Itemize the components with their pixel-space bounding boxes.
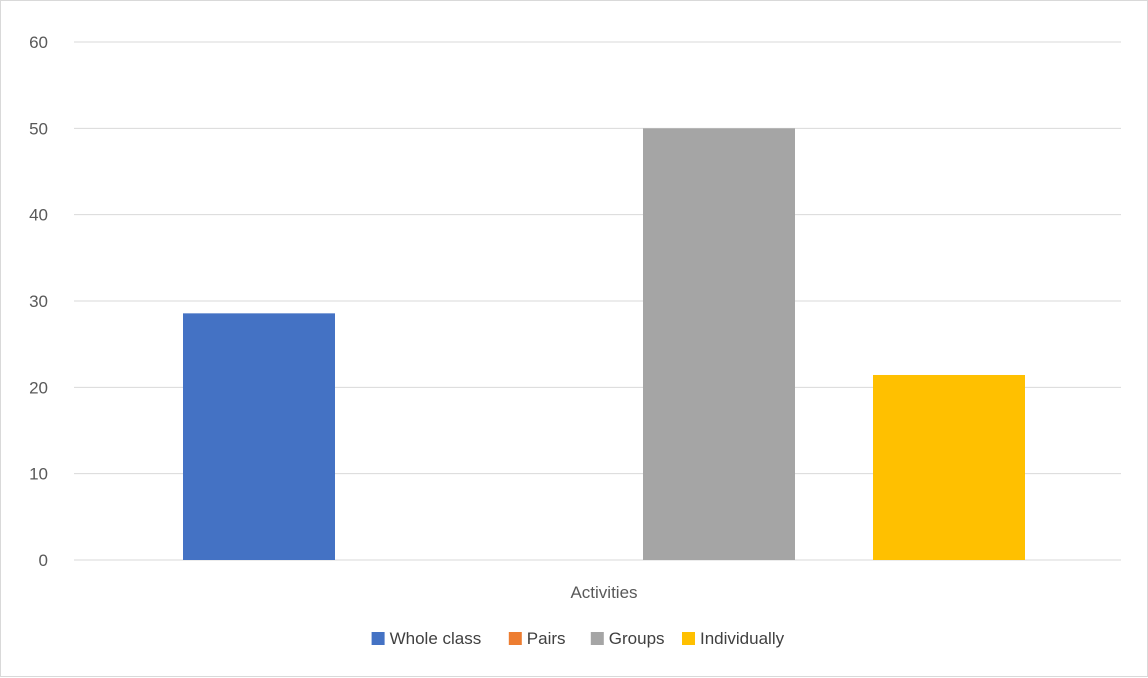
y-tick-label: 60 <box>29 33 48 52</box>
legend-label-pairs: Pairs <box>527 629 566 648</box>
y-tick-label: 10 <box>29 465 48 484</box>
legend-label-individually: Individually <box>700 629 785 648</box>
bars <box>183 128 1025 560</box>
legend-item-groups: Groups <box>590 629 665 648</box>
legend-item-whole-class: Whole class <box>371 629 482 648</box>
x-axis-categories: Activities <box>570 583 637 602</box>
y-tick-label: 30 <box>29 292 48 311</box>
legend-label-whole-class: Whole class <box>390 629 482 648</box>
legend-swatch-pairs <box>508 632 522 645</box>
legend-swatch-individually <box>682 632 695 645</box>
bar-groups <box>643 128 795 560</box>
legend-item-pairs: Pairs <box>508 629 566 648</box>
y-tick-label: 0 <box>39 551 48 570</box>
y-axis-ticks: 0 10 20 30 40 50 60 <box>29 33 48 570</box>
legend-label-groups: Groups <box>609 629 665 648</box>
y-tick-label: 50 <box>29 119 48 138</box>
legend-swatch-whole-class <box>371 632 385 645</box>
bar-whole-class <box>183 313 335 560</box>
legend: Whole class Pairs Groups Individually <box>371 629 785 648</box>
y-tick-label: 40 <box>29 206 48 225</box>
legend-item-individually: Individually <box>682 629 785 648</box>
legend-swatch-groups <box>590 632 604 645</box>
x-category-label: Activities <box>570 583 637 602</box>
y-tick-label: 20 <box>29 378 48 397</box>
bar-individually <box>873 374 1025 560</box>
